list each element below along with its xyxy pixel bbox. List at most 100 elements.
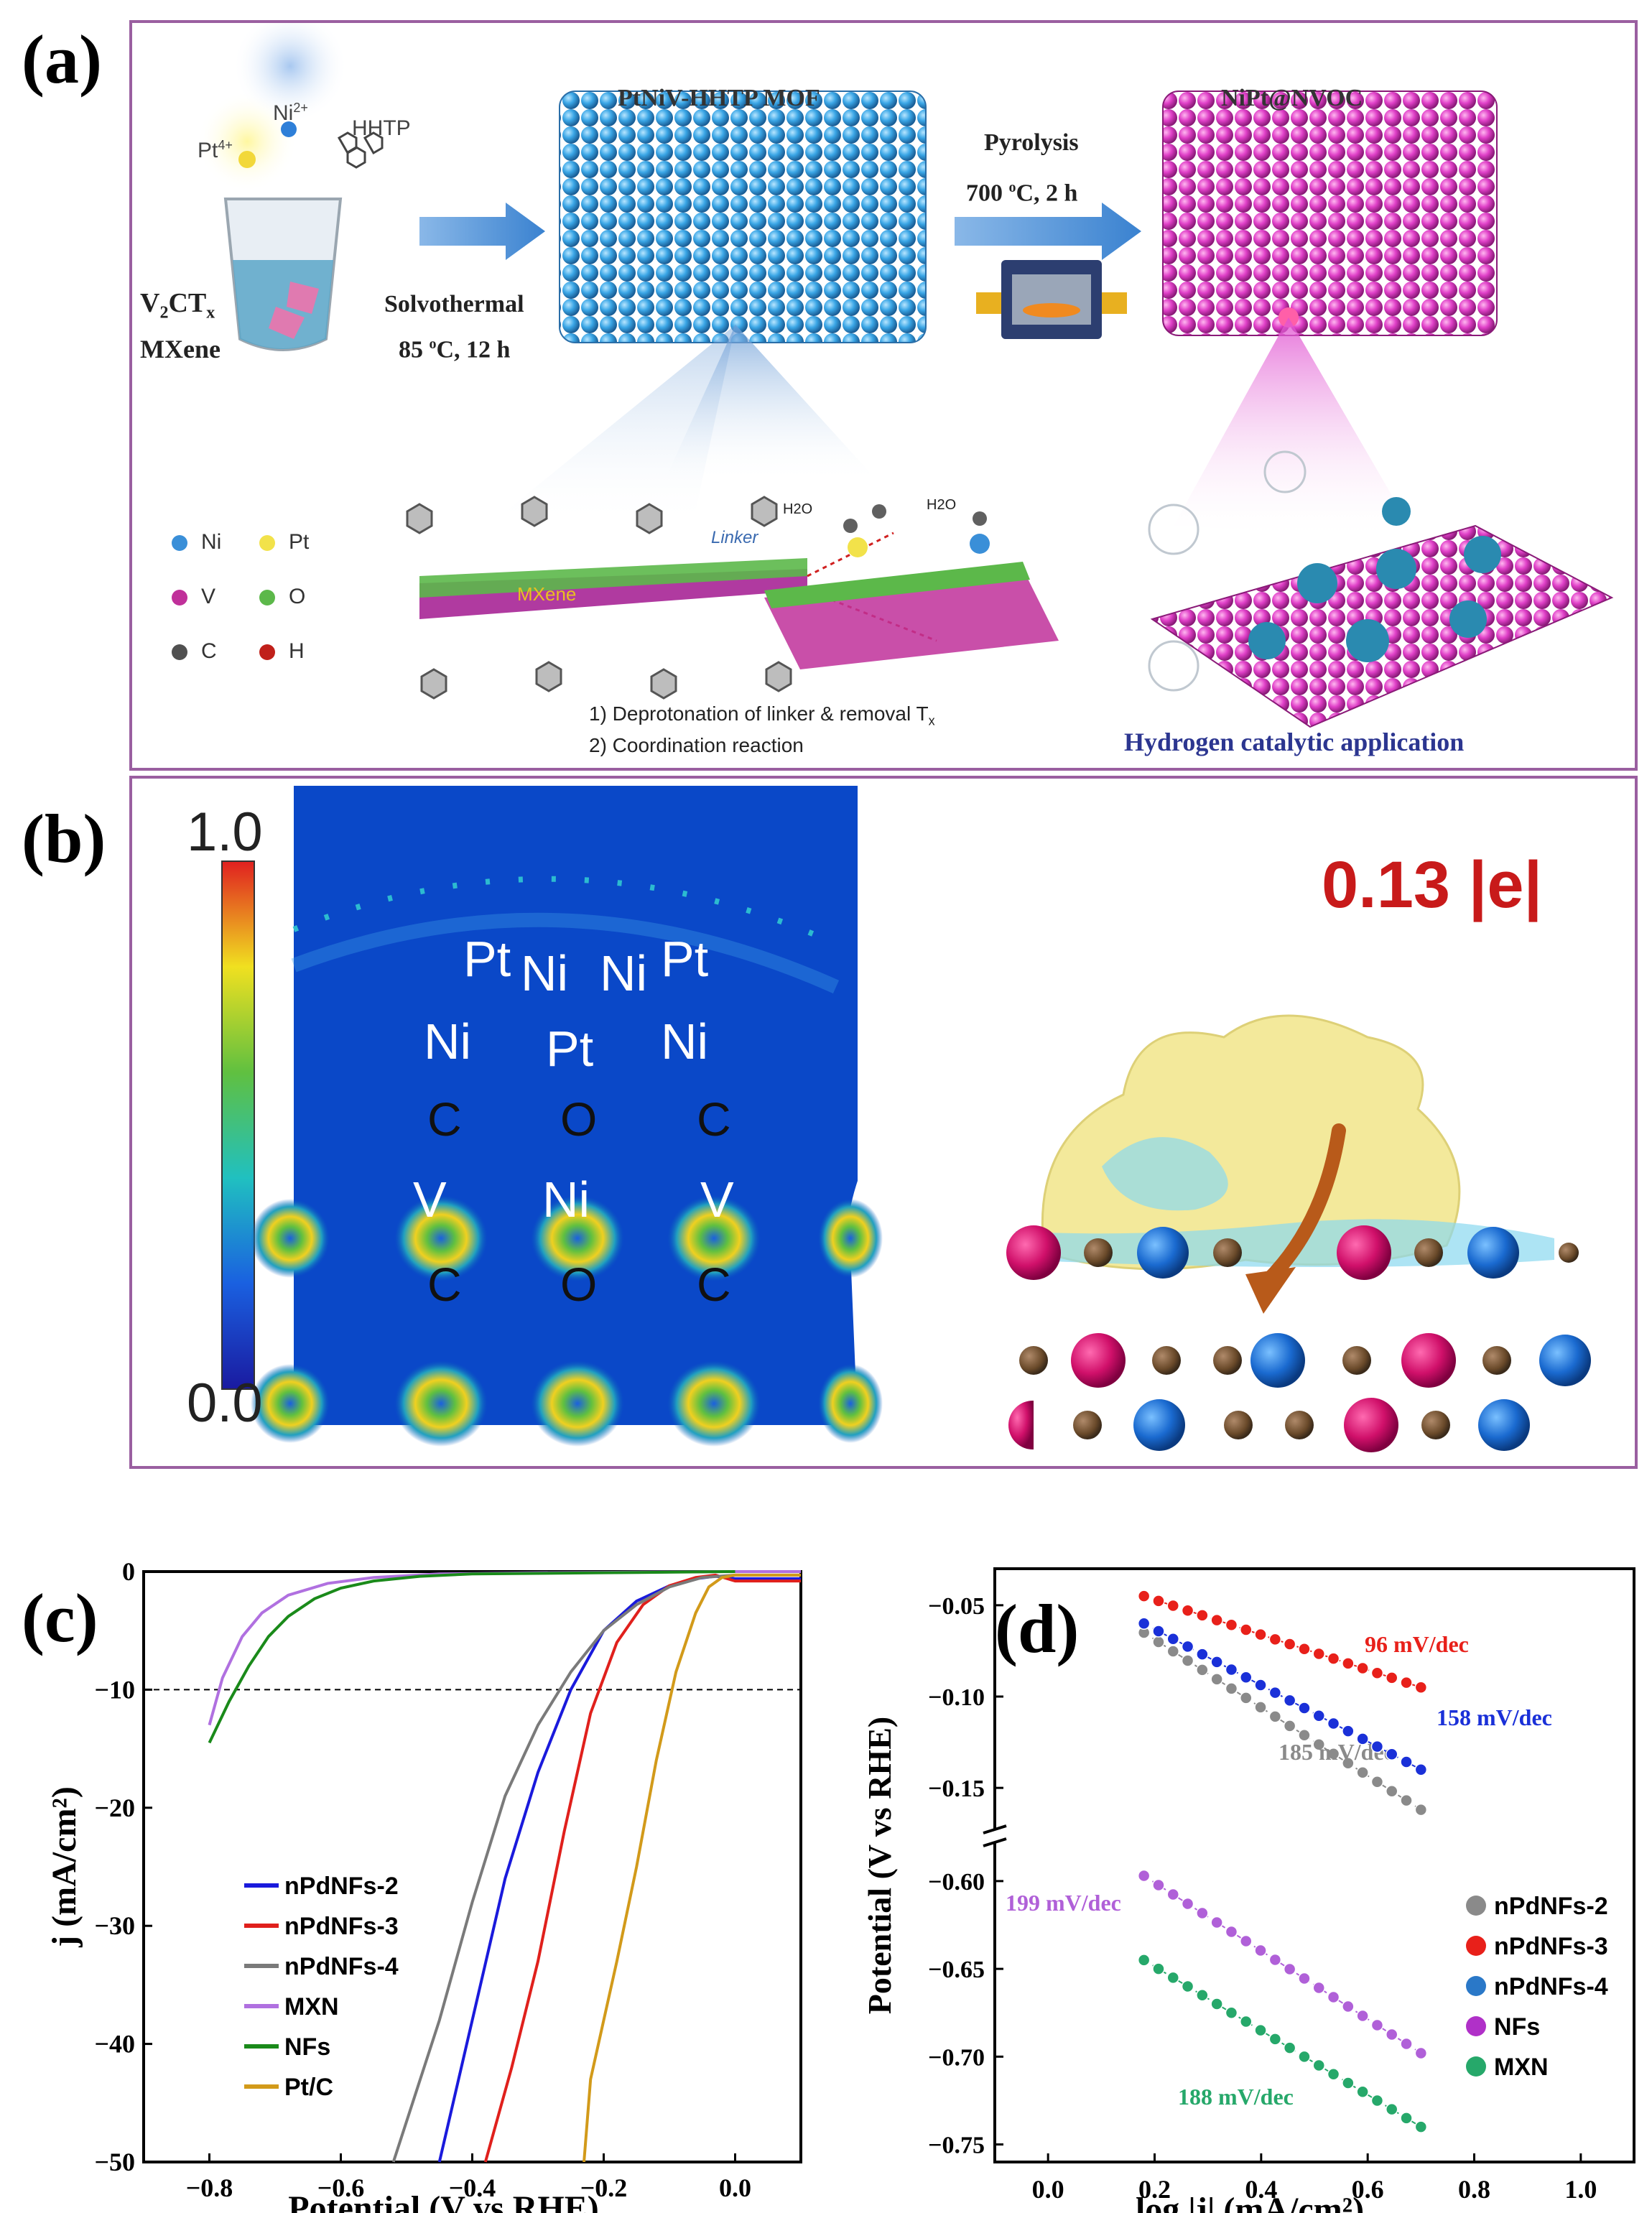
x-tick-label: 1.0: [1564, 2175, 1597, 2204]
legend-label-v: V: [201, 585, 216, 608]
data-point-npdnfs-3: [1385, 1671, 1398, 1684]
data-point-npdnfs-4: [1298, 1702, 1311, 1715]
colorbar-max: 1.0: [187, 802, 263, 863]
legend-label-c: C: [201, 639, 217, 663]
arrow-pyrolysis: [955, 203, 1141, 260]
legend-dot-ni: [172, 535, 187, 551]
data-point-npdnfs-3: [1283, 1638, 1296, 1651]
data-point-npdnfs-3: [1254, 1628, 1267, 1641]
data-point-nfs: [1327, 1990, 1340, 2004]
elf-label-o-2: O: [560, 1258, 598, 1311]
data-point-npdnfs-3: [1268, 1633, 1282, 1646]
atom-lattice: [1006, 1225, 1591, 1452]
data-point-npdnfs-3: [1240, 1623, 1253, 1636]
data-point-mxn: [1196, 1989, 1209, 2002]
data-point-mxn: [1181, 1980, 1194, 1993]
y-tick-label: −0.70: [928, 2044, 985, 2071]
colorbar-min: 0.0: [187, 1373, 263, 1434]
legend-label: NFs: [284, 2033, 330, 2061]
legend-marker: [1466, 1976, 1486, 1996]
data-point-mxn: [1414, 2120, 1428, 2133]
hhtp-molecule-icon: [337, 131, 384, 169]
data-point-mxn: [1312, 2059, 1325, 2072]
elf-label-pt-2: Pt: [661, 931, 709, 987]
x-tick-label: −0.2: [580, 2173, 628, 2202]
y-tick-label: 0: [122, 1557, 135, 1586]
data-point-npdnfs-4: [1283, 1694, 1296, 1707]
panel-b-graphic: [221, 786, 1591, 1452]
step-note-1: 1) Deprotonation of linker & removal Tx: [589, 702, 935, 728]
application-caption: Hydrogen catalytic application: [1124, 728, 1465, 756]
solvothermal-conditions: 85 oC, 12 h: [399, 336, 511, 363]
y-tick-label: −0.10: [928, 1684, 985, 1711]
data-point-npdnfs-4: [1240, 1671, 1253, 1684]
data-point-mxn: [1210, 1998, 1223, 2010]
pt-ion-label: Pt4+: [198, 138, 233, 162]
legend-label: nPdNFs-3: [284, 1913, 399, 1940]
data-point-npdnfs-4: [1385, 1748, 1398, 1761]
legend-label-ni: Ni: [201, 530, 222, 554]
charge-transfer-arrow: [1260, 1123, 1346, 1289]
series-line-npdnfs-4: [391, 1573, 801, 2163]
pyrolysis-label: Pyrolysis: [984, 129, 1079, 156]
elf-label-c-3: C: [427, 1258, 462, 1311]
coordination-closeup: [764, 504, 1059, 669]
series-line-npdnfs-2: [437, 1574, 801, 2163]
data-point-nfs: [1400, 2037, 1413, 2051]
arrow-solvothermal: [419, 203, 545, 260]
data-point-npdnfs-2: [1268, 1710, 1282, 1723]
data-point-npdnfs-2: [1196, 1664, 1209, 1676]
elf-label-pt-1: Pt: [463, 931, 511, 987]
data-point-mxn: [1327, 2068, 1340, 2081]
y-tick-label: −40: [94, 2030, 135, 2059]
data-point-npdnfs-3: [1137, 1590, 1151, 1602]
data-point-nfs: [1225, 1925, 1238, 1939]
data-point-npdnfs-2: [1298, 1729, 1311, 1742]
axis-break-mark: [983, 1837, 1007, 1847]
data-point-npdnfs-2: [1254, 1701, 1267, 1714]
data-point-npdnfs-3: [1181, 1604, 1194, 1617]
data-point-nfs: [1210, 1916, 1223, 1929]
legend-marker: [1466, 2056, 1486, 2077]
h2o-label-1: H2O: [783, 501, 813, 517]
series-line-nfs: [208, 1570, 735, 1744]
y-axis-label: Potential (V vs RHE): [861, 1717, 898, 2014]
data-point-npdnfs-3: [1225, 1618, 1238, 1632]
elf-label-c-2: C: [697, 1092, 731, 1146]
step-note-2: 2) Coordination reaction: [589, 734, 804, 756]
data-point-nfs: [1298, 1972, 1311, 1985]
data-point-npdnfs-4: [1166, 1632, 1180, 1646]
data-point-npdnfs-2: [1152, 1636, 1165, 1648]
data-point-npdnfs-4: [1312, 1709, 1325, 1722]
data-point-npdnfs-4: [1370, 1740, 1384, 1753]
axis-break-mark: [983, 1824, 1007, 1834]
data-point-mxn: [1166, 1971, 1180, 1985]
legend-label: MXN: [284, 1993, 339, 2021]
legend-label: nPdNFs-2: [284, 1873, 399, 1900]
hhtp-label: HHTP: [352, 116, 411, 140]
x-axis-label: log |j| (mA/cm²): [1136, 2191, 1364, 2213]
legend-label: Pt/C: [284, 2074, 333, 2101]
y-tick-label: −10: [94, 1675, 135, 1704]
data-point-npdnfs-2: [1400, 1794, 1413, 1807]
panel-a-frame: [129, 20, 1638, 771]
elf-label-c-4: C: [697, 1258, 731, 1311]
data-point-nfs: [1166, 1888, 1180, 1901]
data-point-npdnfs-2: [1283, 1720, 1296, 1732]
panel-a-graphic: [172, 23, 1614, 728]
charge-transfer-label: 0.13 |e|: [1322, 848, 1543, 922]
data-point-npdnfs-3: [1196, 1609, 1209, 1622]
data-point-npdnfs-4: [1254, 1679, 1267, 1692]
panel-d-letter: (d): [995, 1590, 1080, 1667]
pyrolysis-conditions: 700 oC, 2 h: [966, 180, 1078, 207]
legend-label: NFs: [1494, 2013, 1540, 2041]
data-point-nfs: [1181, 1897, 1194, 1911]
legend-label: MXN: [1494, 2054, 1549, 2081]
elf-label-ni-3: Ni: [424, 1013, 472, 1070]
y-tick-label: −50: [94, 2148, 135, 2176]
legend-label-o: O: [289, 585, 306, 608]
x-tick-label: −0.6: [317, 2173, 365, 2202]
data-point-npdnfs-2: [1225, 1682, 1238, 1695]
data-point-npdnfs-4: [1196, 1648, 1209, 1661]
data-point-mxn: [1283, 2041, 1296, 2054]
